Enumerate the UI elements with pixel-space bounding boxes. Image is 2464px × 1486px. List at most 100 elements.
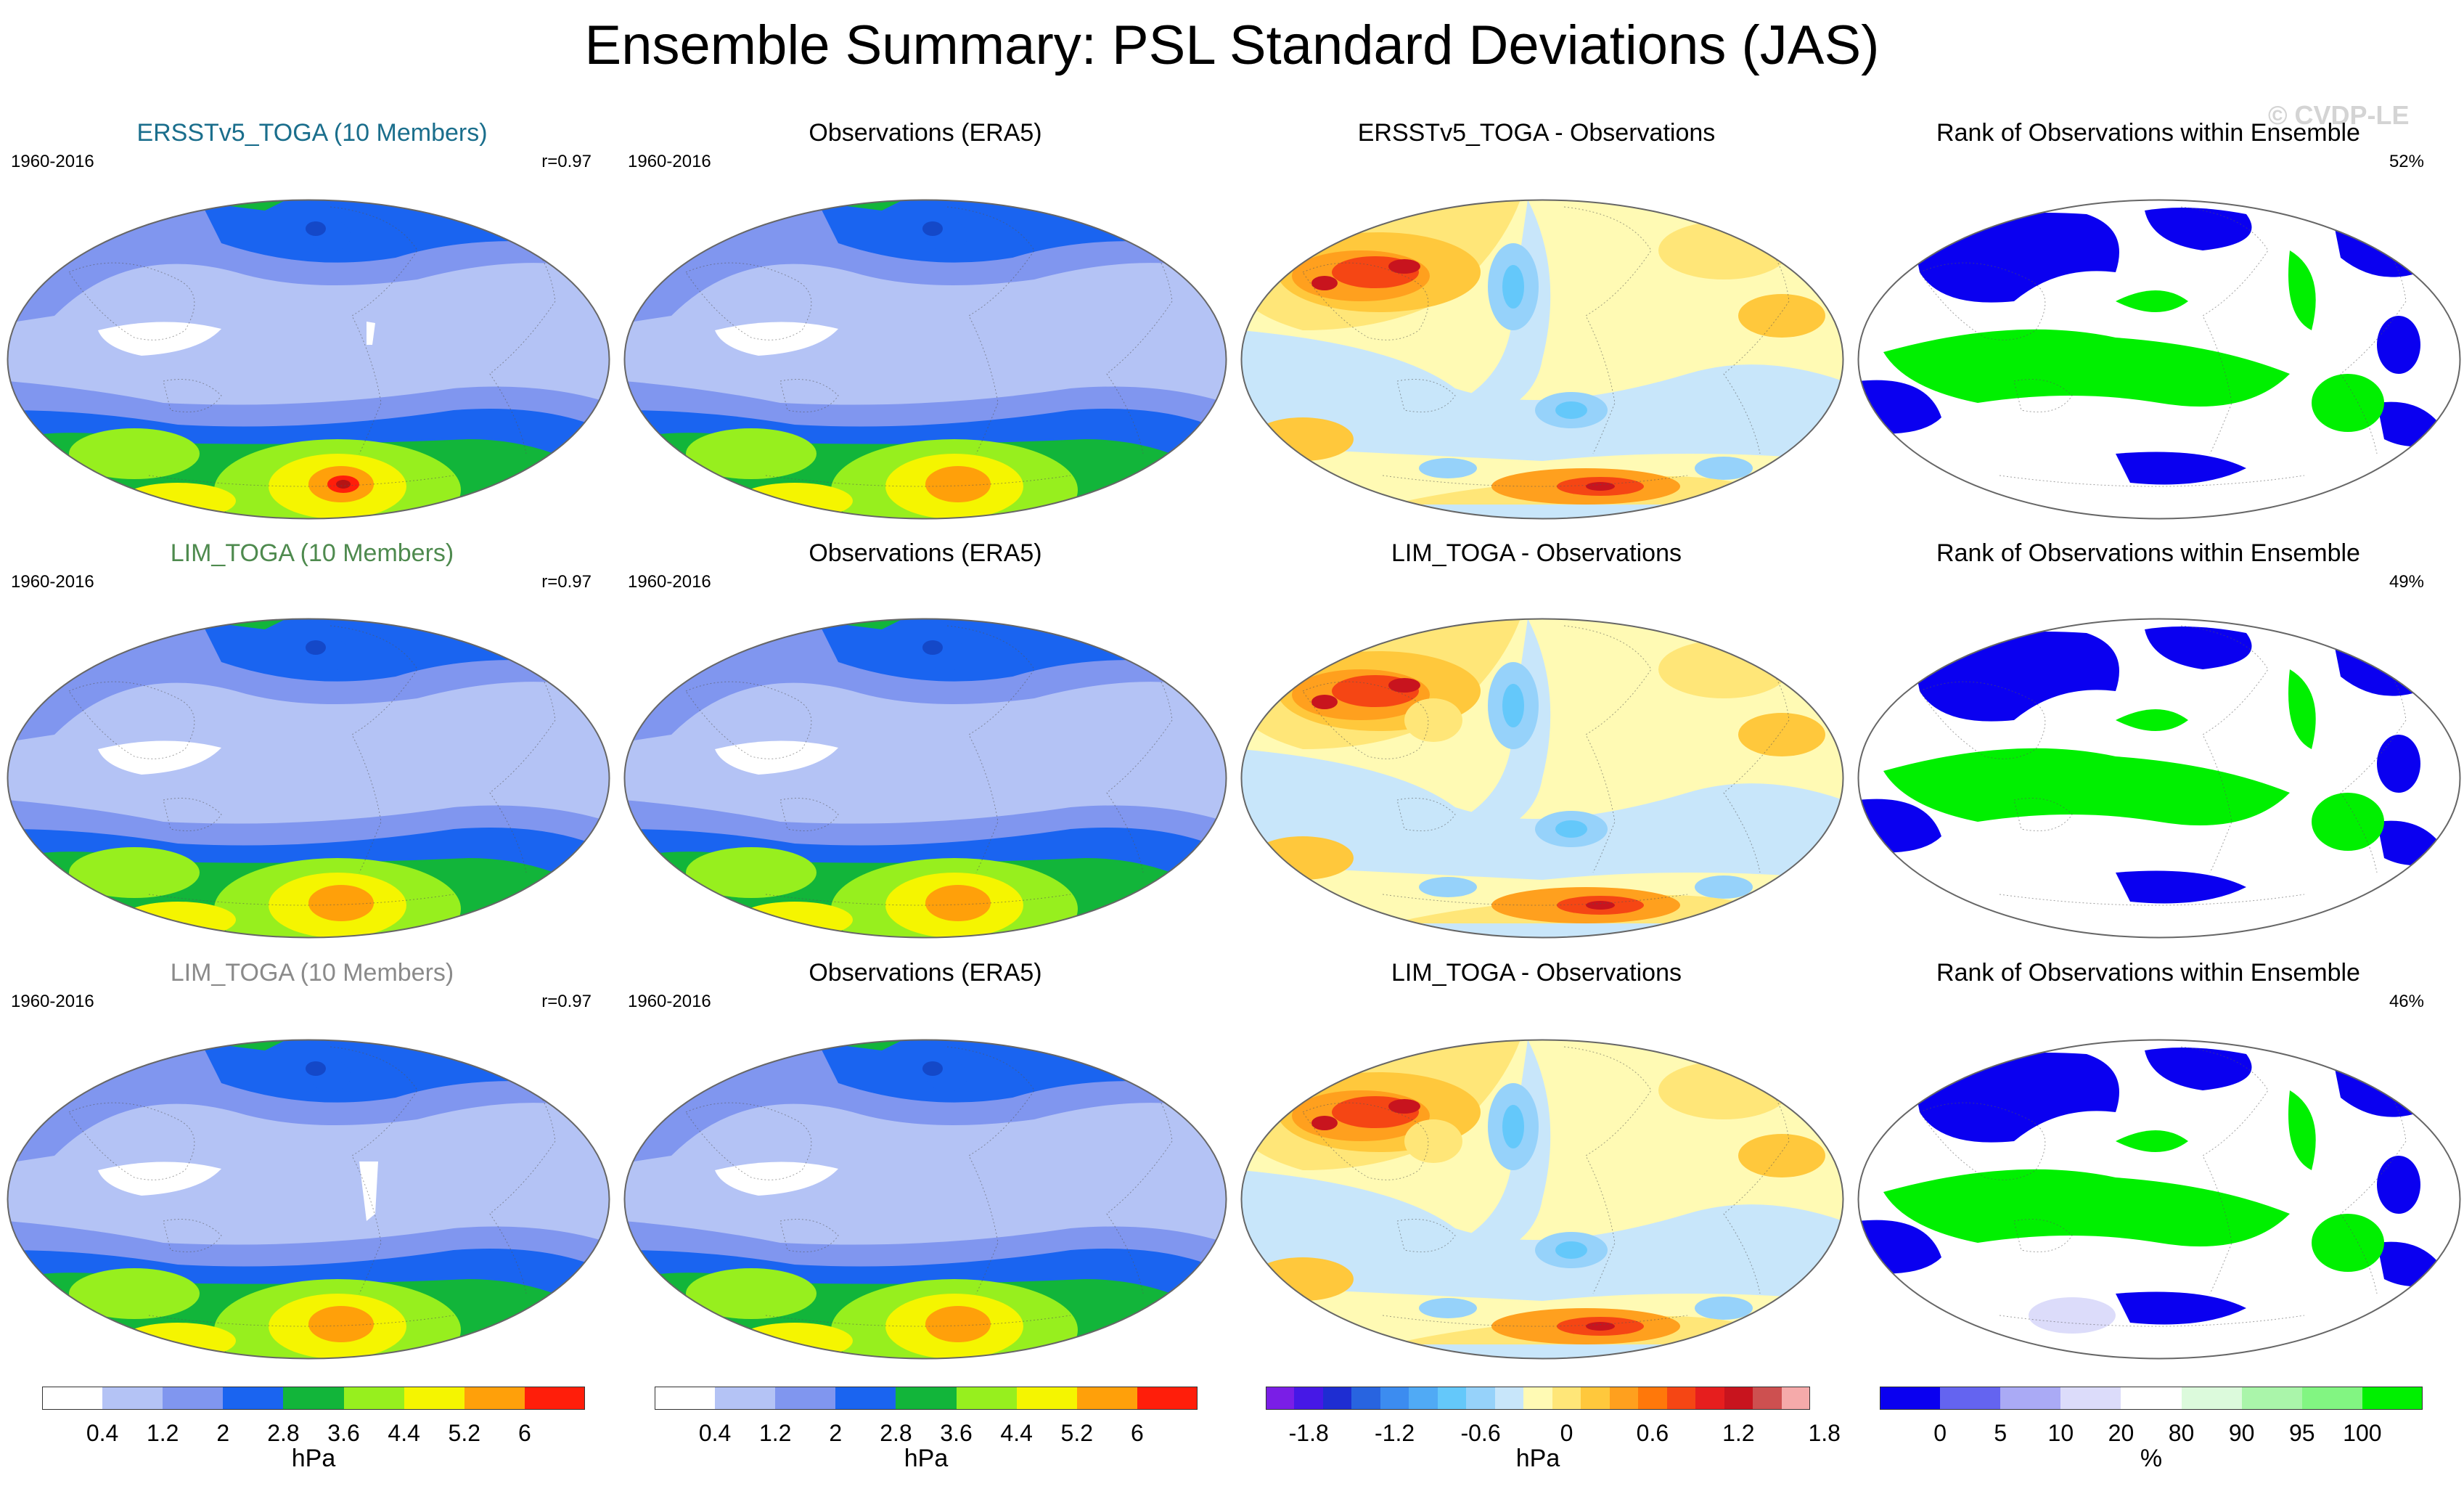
colorbar-swatch [1494, 1387, 1524, 1410]
colorbar-swatch [524, 1387, 586, 1410]
panel-title: Observations (ERA5) [809, 959, 1042, 987]
colorbar-tick-label: 1.2 [146, 1420, 179, 1446]
observation-std-map [623, 618, 1227, 939]
colorbar-swatch [1552, 1387, 1581, 1410]
colorbar-swatch [1322, 1387, 1352, 1410]
pattern-correlation: r=0.97 [541, 152, 592, 171]
colorbar-swatch [1016, 1387, 1078, 1410]
watermark: © CVDP-LE [2268, 100, 2410, 130]
colorbar-tick-label: 5.2 [448, 1420, 481, 1446]
colorbar-swatch [464, 1387, 525, 1410]
colorbar-tick-label: 1.2 [758, 1420, 792, 1446]
period-label: 1960-2016 [628, 992, 711, 1011]
observation-std-map [623, 199, 1227, 520]
colorbar-swatch [1724, 1387, 1753, 1410]
rank-percent: 52% [2389, 152, 2424, 171]
colorbar-swatch [102, 1387, 163, 1410]
colorbar-swatch [1380, 1387, 1409, 1410]
colorbar-swatch [896, 1387, 957, 1410]
colorbar-swatch [1666, 1387, 1696, 1410]
panel-title: Rank of Observations within Ensemble [1936, 539, 2360, 567]
colorbar-swatch [1695, 1387, 1725, 1410]
rank-map [1857, 1039, 2461, 1360]
colorbar-swatch [2121, 1387, 2182, 1410]
colorbar-swatch [2362, 1387, 2423, 1410]
colorbar-tick-label: 6 [517, 1420, 531, 1446]
panel-title: Rank of Observations within Ensemble [1936, 119, 2360, 147]
colorbar-swatch [1409, 1387, 1438, 1410]
colorbar-swatch [2000, 1387, 2061, 1410]
colorbar-tick-label: 1.8 [1808, 1420, 1841, 1446]
panel-title: LIM_TOGA - Observations [1391, 539, 1682, 567]
colorbar-tick-label: 3.6 [940, 1420, 973, 1446]
colorbar-tick-label: 10 [2047, 1420, 2074, 1446]
colorbar-swatch [2060, 1387, 2121, 1410]
panel-title: Observations (ERA5) [809, 119, 1042, 147]
colorbar-tick-label: 0 [1560, 1420, 1573, 1446]
colorbar-tick-label: 2.8 [267, 1420, 300, 1446]
difference-map [1240, 618, 1844, 939]
colorbar-swatch [1638, 1387, 1668, 1410]
difference-map [1240, 199, 1844, 520]
period-label: 1960-2016 [11, 572, 94, 592]
colorbar-swatch [775, 1387, 836, 1410]
rank-percent: 46% [2389, 992, 2424, 1011]
period-label: 1960-2016 [628, 572, 711, 592]
colorbar-swatch [956, 1387, 1018, 1410]
colorbar-swatch [655, 1387, 716, 1410]
pattern-correlation: r=0.97 [541, 572, 592, 592]
colorbar-frame [1880, 1387, 2423, 1410]
colorbar-tick-label: 0.4 [86, 1420, 119, 1446]
colorbar-unit: % [2140, 1445, 2163, 1472]
colorbar-tick-label: 4.4 [388, 1420, 420, 1446]
std-colorbar-2: 0.4 1.2 2 2.8 3.6 4.4 5.2 6 hPa [655, 1387, 1198, 1481]
colorbar-tick-label: 95 [2288, 1420, 2315, 1446]
colorbar-swatch [163, 1387, 224, 1410]
panel-title: LIM_TOGA - Observations [1391, 959, 1682, 987]
colorbar-tick-label: -1.2 [1375, 1420, 1415, 1446]
colorbar-swatch [1581, 1387, 1610, 1410]
colorbar-tick-label: 0.4 [698, 1420, 732, 1446]
colorbar-swatch [283, 1387, 345, 1410]
rank-colorbar: 0 5 10 20 80 90 95 100% [1880, 1387, 2423, 1481]
colorbar-tick-label: -0.6 [1460, 1420, 1501, 1446]
colorbar-tick-label: 0 [1933, 1420, 1947, 1446]
colorbar-swatch [715, 1387, 776, 1410]
ensemble-std-map [7, 1039, 610, 1360]
colorbar-swatch [1466, 1387, 1496, 1410]
period-label: 1960-2016 [628, 152, 711, 171]
pattern-correlation: r=0.97 [541, 992, 592, 1011]
colorbar-swatch [1294, 1387, 1324, 1410]
colorbar-unit: hPa [904, 1445, 949, 1472]
panel-title: ERSSTv5_TOGA - Observations [1357, 119, 1716, 147]
colorbar-tick-label: -1.8 [1288, 1420, 1329, 1446]
colorbar-tick-label: 20 [2108, 1420, 2134, 1446]
colorbar-swatch [1880, 1387, 1941, 1410]
colorbar-swatch [2181, 1387, 2243, 1410]
colorbar-frame [655, 1387, 1198, 1410]
colorbar-swatch [1076, 1387, 1138, 1410]
panel-title: Rank of Observations within Ensemble [1936, 959, 2360, 987]
colorbar-tick-label: 80 [2168, 1420, 2195, 1446]
colorbar-frame [42, 1387, 585, 1410]
rank-percent: 49% [2389, 572, 2424, 592]
colorbar-swatch [404, 1387, 465, 1410]
panel-title: LIM_TOGA (10 Members) [170, 539, 454, 567]
colorbar-tick-label: 90 [2228, 1420, 2255, 1446]
colorbar-swatch [1437, 1387, 1467, 1410]
colorbar-swatch [1753, 1387, 1782, 1410]
rank-map [1857, 199, 2461, 520]
colorbar-tick-label: 4.4 [1000, 1420, 1033, 1446]
colorbar-tick-label: 100 [2343, 1420, 2382, 1446]
colorbar-swatch [343, 1387, 405, 1410]
std-colorbar-1: 0.4 1.2 2 2.8 3.6 4.4 5.2 6 hPa [42, 1387, 586, 1481]
colorbar-tick-label: 2 [829, 1420, 843, 1446]
colorbar-swatch [1781, 1387, 1811, 1410]
colorbar-tick-label: 6 [1130, 1420, 1144, 1446]
page-title: Ensemble Summary: PSL Standard Deviation… [584, 15, 1880, 76]
ensemble-std-map [7, 618, 610, 939]
colorbar-unit: hPa [291, 1445, 336, 1472]
ensemble-std-map [7, 199, 610, 520]
panel-title: Observations (ERA5) [809, 539, 1042, 567]
colorbar-unit: hPa [1515, 1445, 1560, 1472]
